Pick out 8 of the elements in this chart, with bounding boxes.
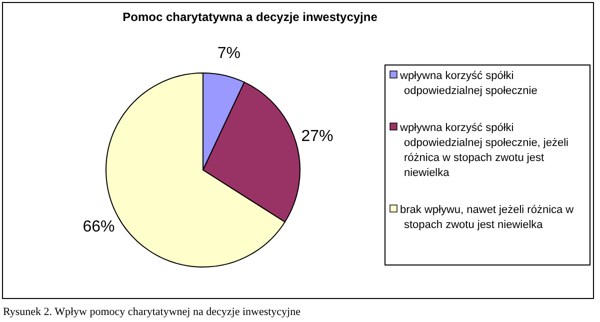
data-label: 27% [301, 128, 334, 146]
legend-label: wpływna korzyść spółki odpowiedzialnej społecznie, jeżeli różnica w stopach zwotu jest niewielka [399, 122, 568, 179]
text: Rysunek 2. Wpływ pomocy charytatywnej na decyzje inwestycyjne [3, 306, 301, 318]
legend-label: wpływna korzyść spółki odpowiedzialnej społecznie [399, 70, 538, 97]
data-label: 66% [82, 218, 115, 236]
data-label: 7% [217, 45, 241, 62]
chart-title: Pomoc charytatywna a decyzje inwestycyjne [122, 10, 378, 24]
legend-label: brak wpływu, nawet jeżeli różnica w stopach zwotu jest niewielka [400, 204, 574, 231]
